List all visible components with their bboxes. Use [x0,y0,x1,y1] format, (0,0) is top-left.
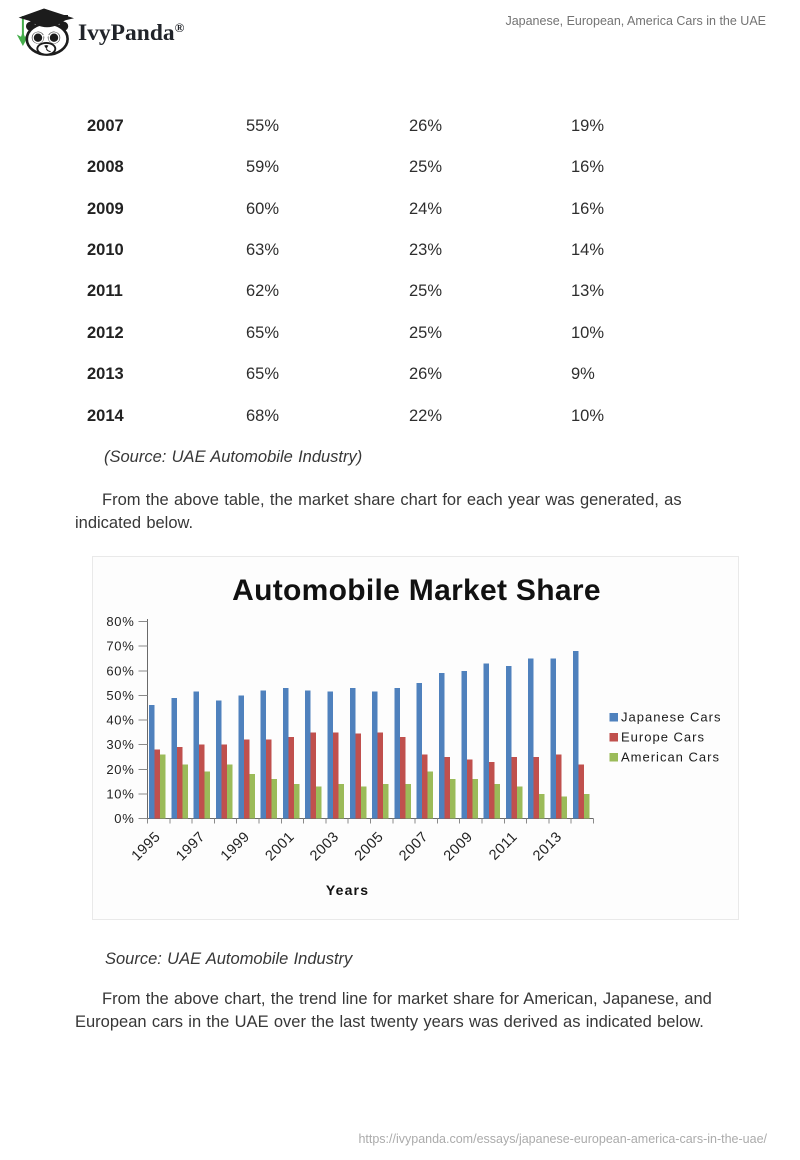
svg-text:Automobile Market Share: Automobile Market Share [232,574,601,607]
svg-text:0%: 0% [114,811,134,826]
svg-text:50%: 50% [106,688,134,703]
svg-text:80%: 80% [106,614,134,629]
svg-text:Years: Years [326,882,369,898]
svg-text:Japanese Cars: Japanese Cars [621,710,721,725]
svg-text:70%: 70% [106,639,134,654]
svg-text:60%: 60% [106,663,134,678]
svg-text:American Cars: American Cars [621,750,720,765]
svg-text:40%: 40% [106,713,134,728]
svg-text:Europe Cars: Europe Cars [621,730,705,745]
svg-text:20%: 20% [106,762,134,777]
svg-text:30%: 30% [106,737,134,752]
svg-text:10%: 10% [106,786,134,801]
